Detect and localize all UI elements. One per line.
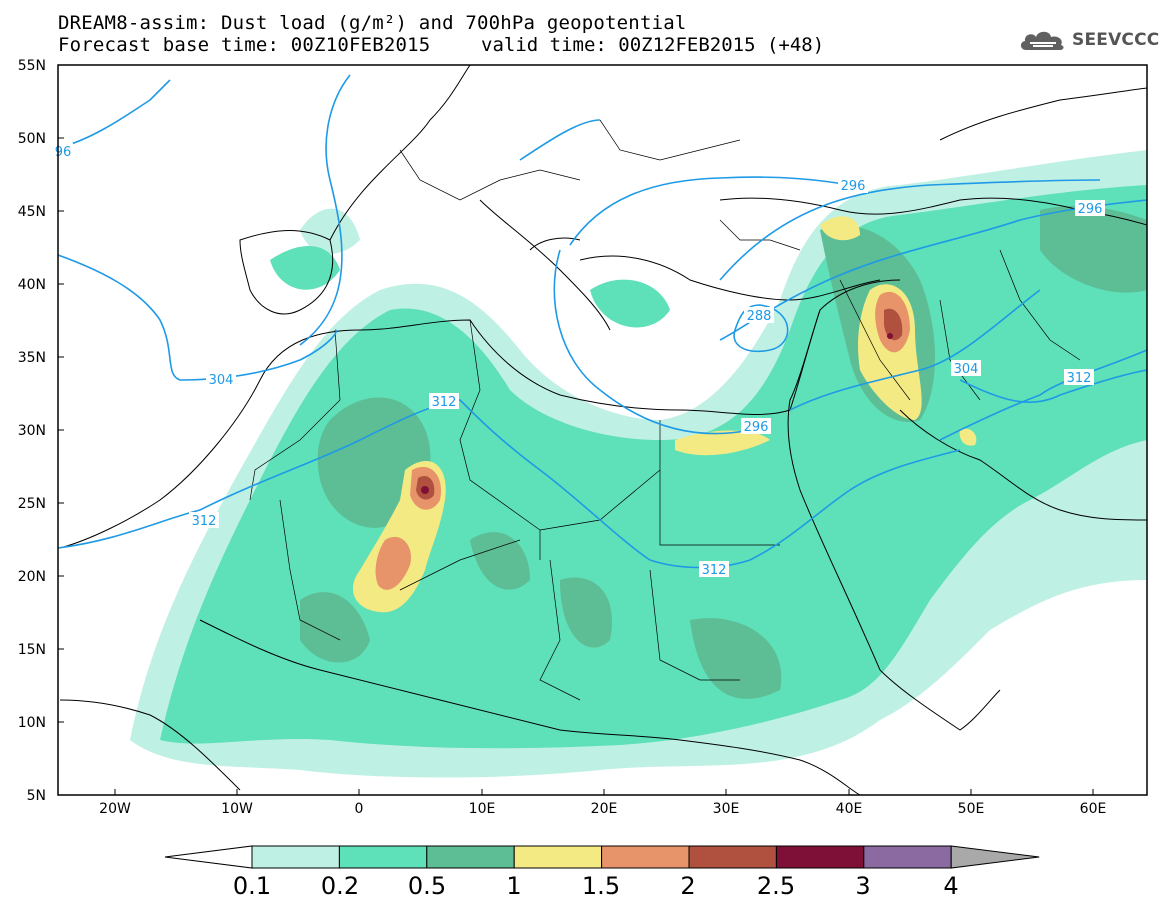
lon-label: 10E bbox=[469, 801, 496, 817]
lon-label: 0 bbox=[355, 801, 364, 817]
lon-label: 10W bbox=[221, 801, 253, 817]
seevccc-logo: SEEVCCC bbox=[1018, 27, 1159, 53]
axis-ticks bbox=[58, 64, 1094, 796]
longitude-labels: 20W 10W 0 10E 20E 30E 40E 50E 60E bbox=[99, 801, 1106, 817]
lat-label: 55N bbox=[18, 58, 46, 74]
contour-labels: 96 296 296 288 296 304 304 312 312 312 3… bbox=[53, 143, 1105, 578]
cloud-icon bbox=[1020, 31, 1064, 50]
dust-band-2 bbox=[416, 308, 903, 500]
logo-text: SEEVCCC bbox=[1072, 30, 1160, 50]
contour-label: 312 bbox=[1067, 371, 1092, 386]
coastlines bbox=[59, 65, 1147, 795]
lat-label: 50N bbox=[18, 131, 46, 147]
title-forecast-base-time: Forecast base time: 00Z10FEB2015 bbox=[58, 34, 431, 56]
contour-label: 288 bbox=[747, 309, 772, 324]
colorbar-label: 0.1 bbox=[232, 872, 272, 900]
colorbar-segment bbox=[688, 845, 777, 869]
lon-label: 20W bbox=[99, 801, 131, 817]
lon-label: 30E bbox=[713, 801, 740, 817]
lon-label: 40E bbox=[836, 801, 863, 817]
contour-label: 304 bbox=[954, 362, 979, 377]
dust-fields bbox=[130, 150, 1147, 778]
contour-label: 296 bbox=[1078, 202, 1103, 217]
title-valid-time: valid time: 00Z12FEB2015 (+48) bbox=[481, 34, 825, 56]
colorbar-low-extension bbox=[164, 845, 253, 869]
colorbar-label: 2.5 bbox=[756, 872, 796, 900]
colorbar-segment bbox=[251, 845, 340, 869]
colorbar-segment bbox=[775, 845, 865, 869]
lat-label: 10N bbox=[18, 715, 46, 731]
contour-label: 304 bbox=[209, 373, 234, 388]
lon-label: 50E bbox=[958, 801, 985, 817]
colorbar-label: 2 bbox=[680, 872, 696, 900]
lat-label: 15N bbox=[18, 642, 46, 658]
lat-label: 30N bbox=[18, 423, 46, 439]
colorbar-label: 1.5 bbox=[581, 872, 621, 900]
colorbar-label: 3 bbox=[855, 872, 871, 900]
latitude-labels: 55N 50N 45N 40N 35N 30N 25N 20N 15N 10N … bbox=[18, 58, 46, 804]
contour-label: 296 bbox=[744, 420, 769, 435]
contour-label: 296 bbox=[841, 179, 866, 194]
contour-label: 312 bbox=[702, 563, 727, 578]
lat-label: 25N bbox=[18, 496, 46, 512]
lat-label: 20N bbox=[18, 569, 46, 585]
colorbar bbox=[164, 845, 1040, 869]
lat-label: 40N bbox=[18, 277, 46, 293]
lat-label: 45N bbox=[18, 204, 46, 220]
colorbar-label: 0.5 bbox=[407, 872, 447, 900]
colorbar-label: 4 bbox=[943, 872, 959, 900]
colorbar-segment bbox=[863, 845, 952, 869]
colorbar-segment bbox=[601, 845, 690, 869]
country-borders bbox=[249, 119, 1081, 701]
contour-label: 312 bbox=[192, 514, 217, 529]
colorbar-segment bbox=[338, 845, 428, 869]
colorbar-labels: 0.1 0.2 0.5 1 1.5 2 2.5 3 4 bbox=[0, 872, 1165, 902]
lon-label: 20E bbox=[591, 801, 618, 817]
geopotential-contours bbox=[58, 74, 1147, 569]
dust-band-0-2 bbox=[160, 185, 1147, 749]
contour-label: 312 bbox=[432, 395, 457, 410]
colorbar-label: 1 bbox=[506, 872, 522, 900]
colorbar-label: 0.2 bbox=[320, 872, 360, 900]
colorbar-segment bbox=[513, 845, 603, 869]
lon-label: 60E bbox=[1080, 801, 1107, 817]
dust-band-2-5 bbox=[421, 333, 893, 494]
lat-label: 35N bbox=[18, 350, 46, 366]
colorbar-segment bbox=[426, 845, 515, 869]
title-line-1: DREAM8-assim: Dust load (g/m²) and 700hP… bbox=[58, 12, 687, 34]
colorbar-high-extension bbox=[950, 845, 1040, 869]
lat-label: 5N bbox=[27, 788, 46, 804]
contour-label: 96 bbox=[55, 145, 72, 160]
